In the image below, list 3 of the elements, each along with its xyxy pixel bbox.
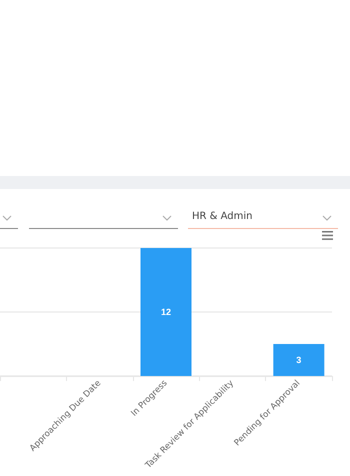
- data-label: 12: [160, 307, 172, 317]
- text: HR & Admin: [192, 211, 252, 222]
- data-label: 3: [296, 355, 302, 365]
